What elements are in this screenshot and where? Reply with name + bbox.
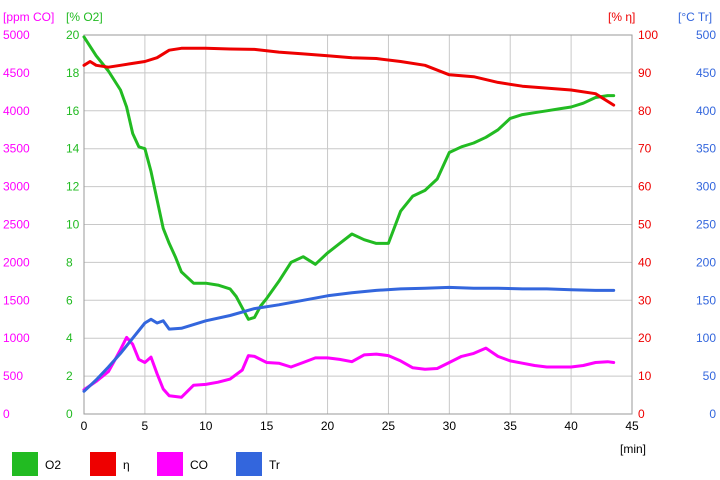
- legend-label: Tr: [269, 458, 280, 472]
- legend-swatch: [12, 452, 38, 476]
- legend-swatch: [236, 452, 262, 476]
- series-line-co: [82, 335, 616, 399]
- y-axis-label-eta: [% η]: [608, 10, 635, 24]
- y-tick-label-eta: 20: [638, 331, 652, 345]
- y-tick-label-eta: 0: [638, 407, 645, 421]
- x-tick-label: 25: [382, 419, 396, 433]
- y-tick-label-tr: 0: [709, 407, 716, 421]
- x-axis-label: [min]: [620, 442, 646, 456]
- legend-label: O2: [45, 458, 61, 472]
- y-tick-label-o2: 16: [66, 104, 80, 118]
- x-tick-label: 5: [142, 419, 149, 433]
- y-tick-label-eta: 90: [638, 66, 652, 80]
- y-tick-label-o2: 8: [66, 255, 73, 269]
- legend-swatch: [157, 452, 183, 476]
- x-tick-label: 40: [564, 419, 578, 433]
- y-tick-label-co: 0: [3, 407, 10, 421]
- y-tick-label-co: 3500: [3, 142, 30, 156]
- y-tick-label-o2: 0: [66, 407, 73, 421]
- y-tick-label-tr: 350: [696, 142, 716, 156]
- y-tick-label-o2: 10: [66, 218, 80, 232]
- x-tick-label: 0: [81, 419, 88, 433]
- y-tick-label-eta: 30: [638, 293, 652, 307]
- x-tick-label: 10: [199, 419, 213, 433]
- plot-area: [82, 35, 616, 399]
- legend-item: CO: [157, 452, 208, 476]
- legend-label: η: [123, 458, 130, 472]
- series-line-tr: [82, 285, 616, 393]
- y-tick-label-tr: 450: [696, 66, 716, 80]
- y-tick-label-co: 1000: [3, 331, 30, 345]
- x-tick-label: 45: [625, 419, 639, 433]
- y-tick-label-eta: 80: [638, 104, 652, 118]
- y-tick-label-tr: 250: [696, 218, 716, 232]
- y-tick-label-tr: 300: [696, 180, 716, 194]
- x-tick-label: 30: [443, 419, 457, 433]
- y-tick-label-co: 1500: [3, 293, 30, 307]
- y-tick-label-o2: 2: [66, 369, 73, 383]
- axis-labels: [ppm CO] [% O2] [% η] [°C Tr] [min]: [3, 10, 712, 456]
- y-tick-label-o2: 12: [66, 180, 80, 194]
- y-axis-label-tr: [°C Tr]: [678, 10, 712, 24]
- y-tick-label-o2: 14: [66, 142, 80, 156]
- legend: O2 η CO Tr: [12, 452, 280, 476]
- y-tick-label-tr: 200: [696, 255, 716, 269]
- legend-label: CO: [190, 458, 208, 472]
- legend-item: O2: [12, 452, 61, 476]
- y-tick-label-o2: 18: [66, 66, 80, 80]
- legend-item: η: [90, 452, 130, 476]
- y-tick-label-co: 2500: [3, 218, 30, 232]
- y-tick-label-co: 500: [3, 369, 23, 383]
- plot-frame: [83, 34, 633, 415]
- y-tick-label-co: 5000: [3, 28, 30, 42]
- legend-swatch: [90, 452, 116, 476]
- y-tick-label-co: 4000: [3, 104, 30, 118]
- y-tick-label-o2: 6: [66, 293, 73, 307]
- series-line-o2: [82, 35, 616, 321]
- series-line-eta: [82, 46, 616, 107]
- y-tick-label-o2: 20: [66, 28, 80, 42]
- y-tick-label-eta: 40: [638, 255, 652, 269]
- grid: [83, 34, 633, 415]
- tick-labels: 0500100015002000250030003500400045005000…: [3, 28, 716, 433]
- y-tick-label-co: 4500: [3, 66, 30, 80]
- y-axis-label-o2: [% O2]: [66, 10, 103, 24]
- y-axis-label-co: [ppm CO]: [3, 10, 54, 24]
- y-tick-label-co: 2000: [3, 255, 30, 269]
- y-tick-label-tr: 500: [696, 28, 716, 42]
- y-tick-label-eta: 50: [638, 218, 652, 232]
- y-tick-label-tr: 150: [696, 293, 716, 307]
- y-tick-label-eta: 100: [638, 28, 658, 42]
- y-tick-label-eta: 10: [638, 369, 652, 383]
- y-tick-label-eta: 60: [638, 180, 652, 194]
- legend-item: Tr: [236, 452, 280, 476]
- x-tick-label: 35: [504, 419, 518, 433]
- y-tick-label-o2: 4: [66, 331, 73, 345]
- x-tick-label: 20: [321, 419, 335, 433]
- y-tick-label-tr: 400: [696, 104, 716, 118]
- x-tick-label: 15: [260, 419, 274, 433]
- y-tick-label-tr: 100: [696, 331, 716, 345]
- y-tick-label-co: 3000: [3, 180, 30, 194]
- y-tick-label-eta: 70: [638, 142, 652, 156]
- y-tick-label-tr: 50: [703, 369, 717, 383]
